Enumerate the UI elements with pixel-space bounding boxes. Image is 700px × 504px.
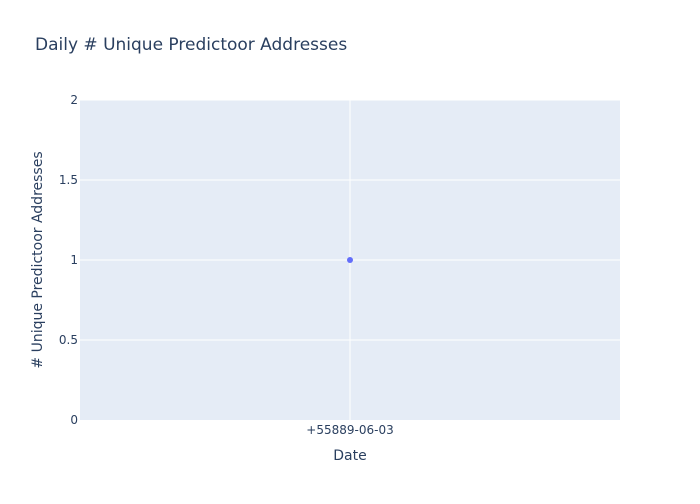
x-axis-title: Date — [333, 448, 366, 464]
tick-labels: 0 0.5 1 1.5 2 +55889-06-03 — [59, 93, 394, 437]
y-tick-label: 2 — [70, 93, 78, 107]
y-tick-label: 0 — [70, 413, 78, 427]
y-tick-label: 1.5 — [59, 173, 78, 187]
data-point — [347, 257, 353, 263]
data-points — [347, 257, 353, 263]
y-axis-title: # Unique Predictoor Addresses — [30, 151, 46, 368]
y-tick-label: 1 — [70, 253, 78, 267]
chart-title: Daily # Unique Predictoor Addresses — [35, 35, 347, 55]
x-tick-label: +55889-06-03 — [306, 423, 393, 437]
y-tick-label: 0.5 — [59, 333, 78, 347]
